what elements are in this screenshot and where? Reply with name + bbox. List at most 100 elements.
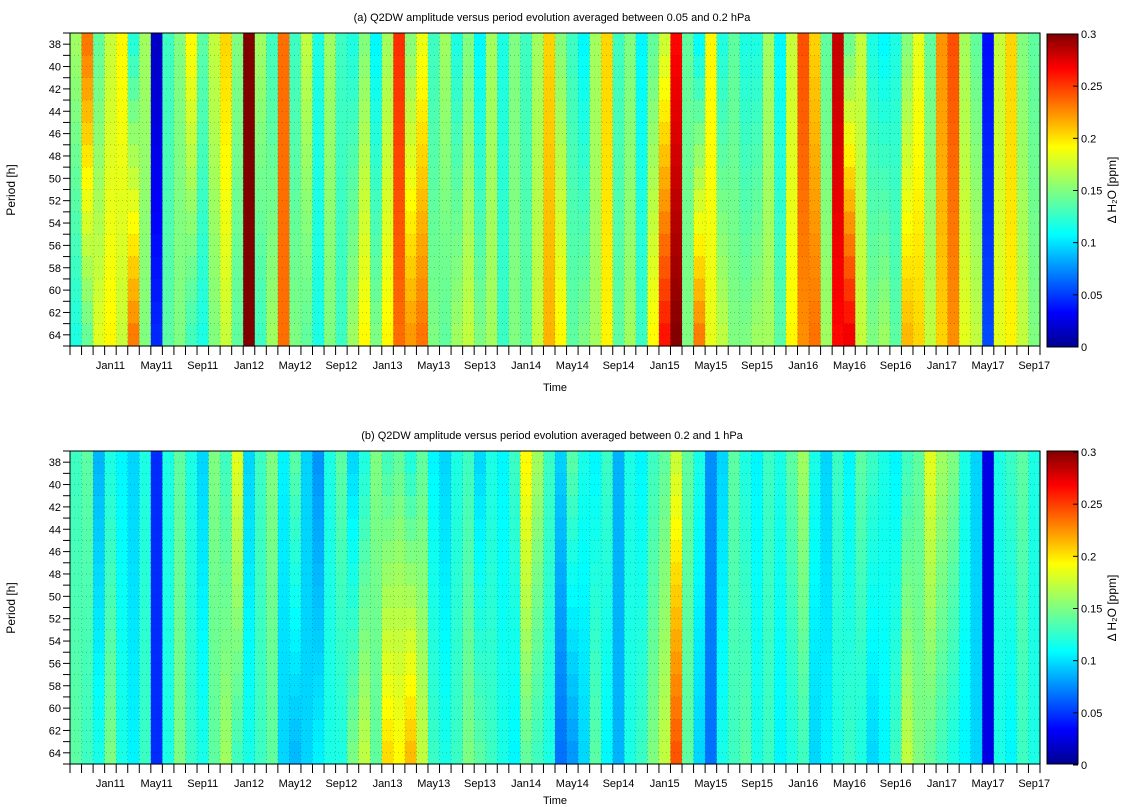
heatmap-cell-Apr11-7: [139, 189, 152, 213]
heatmap-cell-Aug12-1: [324, 55, 337, 79]
heatmap-cell-Aug12-9: [324, 234, 337, 258]
heatmap-cell-Apr11-8: [139, 211, 152, 235]
heatmap-cell-Jun13-8: [439, 211, 452, 235]
heatmap-cell-Aug11-13: [185, 741, 198, 765]
heatmap-cell-Mar12-12: [266, 301, 279, 325]
heatmap-cell-Aug17-10: [1016, 674, 1030, 698]
heatmap-cell-Jan16-1: [797, 55, 810, 79]
heatmap-cell-Dec11-8: [231, 629, 244, 653]
heatmap-cell-Jul11-2: [173, 495, 187, 519]
heatmap-cell-Feb14-5: [531, 562, 545, 586]
heatmap-cell-Mar15-1: [682, 55, 695, 79]
heatmap-cell-Jan15-4: [658, 540, 672, 564]
heatmap-cell-Apr14-4: [555, 540, 568, 564]
heatmap-cell-Jan11-1: [104, 473, 117, 497]
heatmap-cell-Sep13-13: [474, 741, 487, 765]
heatmap-cell-May16-5: [843, 144, 856, 168]
heatmap-cell-Mar13-10: [404, 674, 418, 698]
heatmap-cell-Jul16-11: [866, 278, 879, 302]
heatmap-cell-Jan14-1: [520, 473, 533, 497]
heatmap-cell-Aug17-8: [1016, 211, 1030, 235]
heatmap-cell-Mar17-5: [959, 144, 972, 168]
heatmap-cell-Oct13-2: [485, 77, 498, 101]
heatmap-cell-Aug11-1: [185, 55, 198, 79]
heatmap-cell-Jan17-1: [936, 473, 949, 497]
heatmap-cell-Apr13-11: [416, 278, 429, 302]
heatmap-cell-Jun11-3: [162, 518, 175, 542]
heatmap-cell-Nov12-12: [358, 301, 371, 325]
heatmap-cell-Feb16-5: [809, 562, 822, 586]
heatmap-cell-Oct15-3: [762, 518, 776, 542]
heatmap-cell-May15-1: [705, 473, 718, 497]
heatmap-cell-Oct14-13: [624, 323, 637, 347]
heatmap-cell-Dec11-10: [231, 256, 244, 280]
heatmap-cell-Feb14-4: [531, 540, 545, 564]
heatmap-cell-Mar15-3: [682, 100, 695, 124]
heatmap-cell-Dec16-0: [924, 451, 937, 474]
heatmap-cell-Aug11-3: [185, 100, 198, 124]
heatmap-cell-Jun12-10: [300, 674, 314, 698]
heatmap-cell-Aug15-2: [739, 77, 752, 101]
heatmap-cell-Jun16-6: [855, 585, 868, 609]
heatmap-cell-Sep13-4: [474, 122, 487, 146]
heatmap-cell-Mar14-7: [543, 607, 556, 631]
heatmap-cell-Feb16-7: [809, 607, 822, 631]
heatmap-cell-Jun12-1: [300, 55, 314, 79]
heatmap-cell-May11-2: [150, 495, 163, 519]
heatmap-cell-Sep17-12: [1028, 719, 1041, 743]
heatmap-cell-Apr15-5: [693, 562, 706, 586]
heatmap-cell-Dec11-12: [231, 301, 244, 325]
heatmap-cell-Nov11-6: [220, 585, 233, 609]
heatmap-cell-Sep12-0: [335, 33, 348, 56]
heatmap-cell-Apr13-9: [416, 652, 429, 676]
y-tick-label: 54: [49, 636, 61, 648]
heatmap-cell-Sep13-12: [474, 719, 487, 743]
heatmap-cell-Dec15-9: [785, 234, 799, 258]
heatmap-cell-Jan12-3: [243, 518, 256, 542]
heatmap-cell-Oct12-7: [347, 189, 360, 213]
heatmap-cell-Feb16-13: [809, 323, 822, 347]
heatmap-cell-Aug11-3: [185, 518, 198, 542]
heatmap-cell-Apr12-6: [277, 167, 291, 191]
heatmap-cell-Jun11-8: [162, 211, 175, 235]
heatmap-cell-Sep13-3: [474, 100, 487, 124]
heatmap-cell-Nov14-10: [635, 674, 648, 698]
heatmap-cell-Dec13-12: [508, 301, 521, 325]
heatmap-cell-Nov16-12: [912, 719, 926, 743]
heatmap-cell-May15-0: [705, 33, 718, 56]
y-tick-label: 42: [49, 502, 61, 514]
heatmap-cell-Dec15-9: [785, 652, 799, 676]
heatmap-cell-Sep15-2: [751, 77, 764, 101]
heatmap-cell-Aug17-8: [1016, 629, 1030, 653]
heatmap-cell-Dec15-2: [785, 77, 799, 101]
heatmap-cell-Jan12-2: [243, 495, 256, 519]
heatmap-cell-May16-2: [843, 495, 856, 519]
heatmap-cell-Dec11-13: [231, 741, 244, 765]
heatmap-cell-Sep11-10: [197, 674, 210, 698]
heatmap-cell-Apr17-0: [970, 33, 983, 56]
heatmap-cell-Sep11-1: [197, 473, 210, 497]
heatmap-cell-Apr11-1: [139, 473, 152, 497]
heatmap-cell-Jan14-11: [520, 278, 533, 302]
heatmap-cell-Feb16-3: [809, 100, 822, 124]
heatmap-cell-Mar16-12: [820, 301, 833, 325]
heatmap-cell-Jul15-0: [728, 33, 741, 56]
heatmap-cell-Jan11-4: [104, 122, 117, 146]
heatmap-cell-Jun13-5: [439, 144, 452, 168]
heatmap-cell-Jan17-1: [936, 55, 949, 79]
heatmap-cell-Feb16-8: [809, 211, 822, 235]
heatmap-cell-Apr15-6: [693, 167, 706, 191]
heatmap-cell-Apr14-5: [555, 562, 568, 586]
heatmap-cell-Oct11-9: [208, 234, 221, 258]
x-tick-label: Sep14: [603, 360, 635, 372]
heatmap-cell-Oct10-3: [70, 100, 83, 124]
colorbar-tick-label: 0.05: [1081, 290, 1102, 302]
heatmap-cell-Aug12-2: [324, 77, 337, 101]
heatmap-cell-Mar12-7: [266, 189, 279, 213]
heatmap-cell-Jun15-7: [716, 607, 729, 631]
heatmap-cell-Oct14-1: [624, 55, 637, 79]
heatmap-cell-Feb15-3: [670, 518, 683, 542]
heatmap-cell-Mar13-13: [404, 741, 418, 765]
heatmap-cell-Sep15-11: [751, 278, 764, 302]
heatmap-cell-Oct11-4: [208, 540, 221, 564]
